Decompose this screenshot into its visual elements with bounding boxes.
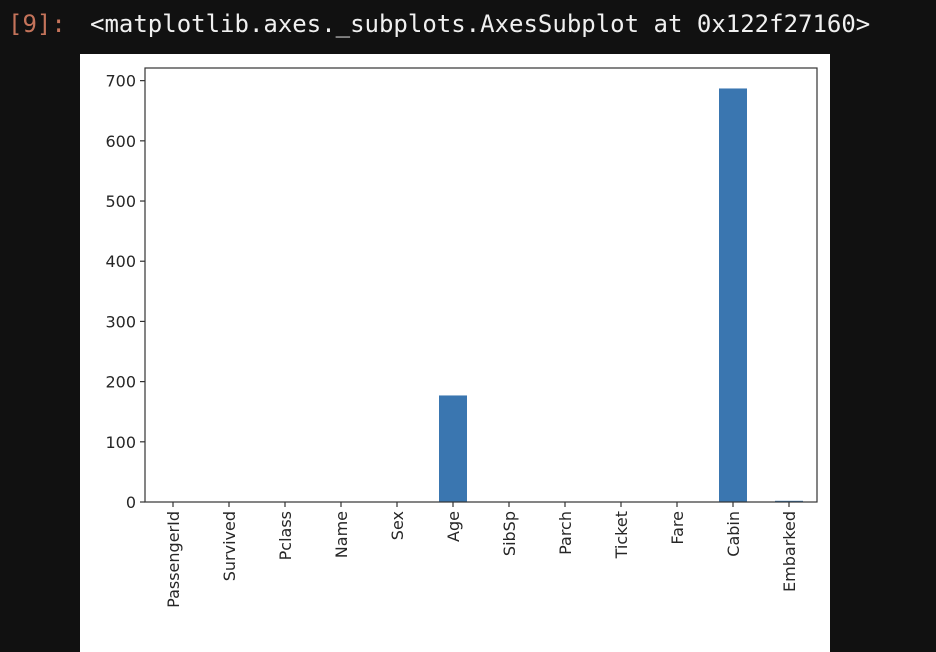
bar-age [439,395,467,502]
plot-frame [144,67,818,503]
bars-group [439,88,803,502]
y-tick-label: 600 [105,132,136,151]
y-tick-label: 500 [105,192,136,211]
x-tick-label-ticket: Ticket [612,511,631,559]
plot-area [145,68,817,502]
x-tick-label-embarked: Embarked [780,511,799,592]
y-tick-label: 300 [105,312,136,331]
output-prompt: [9]: [8,10,66,38]
y-tick-label: 200 [105,373,136,392]
bar-chart: 0 100 200 300 400 500 600 700 PassengerId Surviv… [105,67,818,608]
x-tick-label-survived: Survived [220,511,239,581]
x-tick-label-pclass: Pclass [276,511,295,560]
x-tick-label-cabin: Cabin [724,511,743,557]
x-tick-label-sex: Sex [388,511,407,540]
x-axis: PassengerId Survived Pclass Name Sex Age SibSp… [164,502,799,608]
x-tick-label-parch: Parch [556,511,575,555]
x-tick-label-sibsp: SibSp [500,511,519,556]
x-tick-label-age: Age [444,511,463,542]
y-tick-label: 400 [105,252,136,271]
x-tick-label-name: Name [332,511,351,558]
bar-cabin [719,88,747,502]
y-tick-label: 0 [126,493,136,512]
figure: 0 100 200 300 400 500 600 700 PassengerId Surviv… [80,54,830,652]
x-tick-label-passengerid: PassengerId [164,511,183,608]
y-tick-label: 100 [105,433,136,452]
x-tick-label-fare: Fare [668,511,687,545]
output-repr-text: <matplotlib.axes._subplots.AxesSubplot a… [90,10,871,38]
y-axis: 0 100 200 300 400 500 600 700 [105,72,145,512]
y-tick-label: 700 [105,72,136,91]
